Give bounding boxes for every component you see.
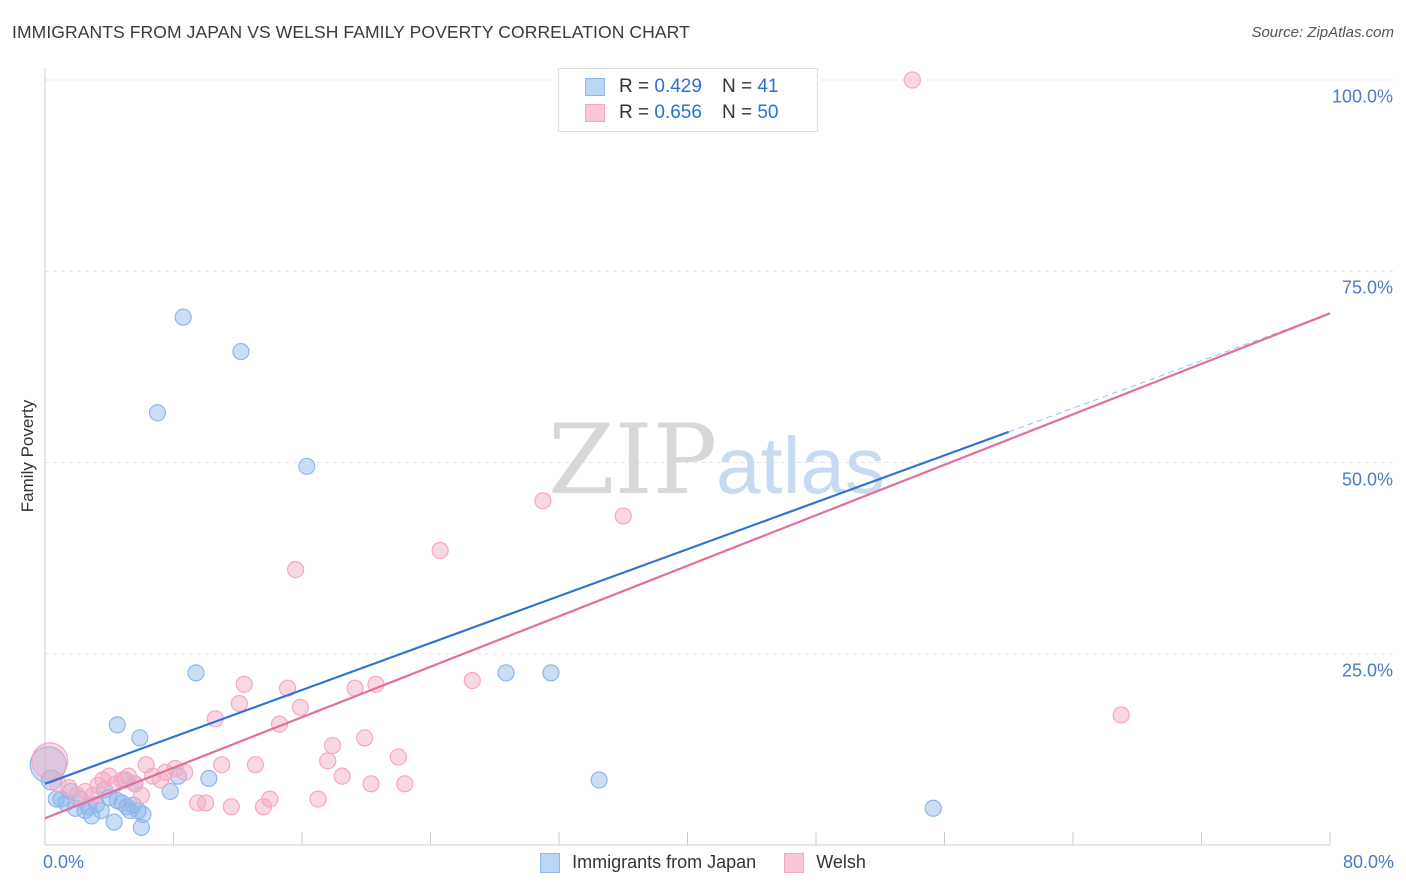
point-welsh bbox=[291, 698, 309, 716]
legend-box: R = 0.429 N = 41 R = 0.656 N = 50 bbox=[558, 68, 818, 132]
point-welsh bbox=[362, 775, 380, 793]
watermark: ZIP atlas bbox=[548, 404, 885, 516]
legend-r-label: R = bbox=[619, 76, 650, 97]
point-welsh bbox=[132, 786, 150, 804]
point-welsh bbox=[197, 794, 215, 812]
point-welsh bbox=[431, 541, 449, 560]
point-japan bbox=[232, 342, 250, 361]
point-welsh bbox=[286, 560, 305, 579]
point-japan bbox=[497, 664, 515, 682]
point-welsh bbox=[176, 763, 194, 781]
y-tick-label: 50.0% bbox=[1341, 469, 1393, 489]
point-welsh bbox=[31, 742, 69, 780]
point-welsh bbox=[222, 798, 240, 816]
data-points bbox=[29, 71, 1130, 837]
legend-n-label: N = bbox=[721, 102, 753, 123]
legend-r-value: 0.429 bbox=[654, 76, 702, 97]
point-japan bbox=[174, 308, 192, 326]
legend-r-value: 0.656 bbox=[654, 102, 702, 123]
legend-n-value: 50 bbox=[757, 102, 779, 123]
point-welsh bbox=[389, 748, 407, 766]
point-japan bbox=[108, 716, 126, 734]
point-japan bbox=[200, 769, 218, 788]
point-japan bbox=[187, 664, 205, 682]
point-japan bbox=[131, 729, 149, 747]
y-tick-label: 75.0% bbox=[1341, 277, 1393, 298]
source-label: Source: ZipAtlas.com bbox=[1251, 24, 1394, 41]
axes bbox=[44, 68, 1331, 846]
point-welsh bbox=[261, 790, 279, 808]
point-welsh bbox=[903, 71, 921, 89]
watermark-zip: ZIP bbox=[548, 404, 717, 516]
point-japan bbox=[590, 771, 608, 789]
legend-label-welsh: Welsh bbox=[816, 852, 866, 872]
legend-item-welsh: Welsh bbox=[784, 852, 866, 873]
point-welsh bbox=[1112, 706, 1130, 724]
point-welsh bbox=[319, 752, 337, 770]
bottom-legend: Immigrants from Japan Welsh bbox=[0, 852, 1406, 873]
point-welsh bbox=[230, 694, 248, 713]
point-japan bbox=[105, 813, 123, 831]
x-tick-label: 80.0% bbox=[1342, 852, 1394, 872]
point-welsh bbox=[89, 776, 107, 794]
trend-line-welsh bbox=[44, 312, 1331, 820]
legend-item-japan: Immigrants from Japan bbox=[540, 852, 756, 873]
point-japan bbox=[92, 801, 110, 820]
x-tick-label: 0.0% bbox=[43, 852, 85, 872]
point-japan bbox=[298, 457, 316, 475]
point-japan bbox=[134, 805, 152, 824]
trend-line-japan-extension bbox=[1008, 312, 1331, 433]
legend-swatch-welsh bbox=[784, 852, 805, 873]
point-welsh bbox=[463, 671, 481, 690]
point-welsh bbox=[213, 756, 231, 774]
point-japan bbox=[542, 664, 560, 682]
trend-line-japan bbox=[44, 430, 1010, 785]
point-japan bbox=[161, 782, 179, 801]
y-tick-label: 25.0% bbox=[1341, 660, 1393, 681]
legend-n-value: 41 bbox=[757, 76, 779, 97]
point-welsh bbox=[309, 790, 327, 808]
point-japan bbox=[148, 404, 167, 422]
legend-label-japan: Immigrants from Japan bbox=[572, 852, 757, 872]
point-welsh bbox=[396, 775, 414, 793]
watermark-atlas: atlas bbox=[716, 421, 885, 510]
point-welsh bbox=[246, 756, 265, 774]
legend-n-label: N = bbox=[721, 76, 753, 97]
legend-swatch-welsh bbox=[585, 104, 605, 122]
point-welsh bbox=[323, 736, 342, 755]
y-tick-label: 100.0% bbox=[1331, 86, 1393, 107]
point-japan bbox=[924, 799, 942, 817]
point-welsh bbox=[235, 675, 253, 693]
point-welsh bbox=[614, 507, 632, 525]
legend-row-welsh: R = 0.656 N = 50 bbox=[585, 101, 778, 125]
point-japan bbox=[132, 818, 150, 837]
legend-r-label: R = bbox=[619, 102, 650, 123]
legend-swatch-japan bbox=[585, 78, 605, 96]
point-welsh bbox=[333, 767, 351, 785]
point-welsh bbox=[534, 492, 552, 510]
point-welsh bbox=[356, 729, 374, 747]
trend-lines bbox=[44, 312, 1331, 820]
legend-swatch-japan bbox=[540, 852, 561, 873]
chart-title: IMMIGRANTS FROM JAPAN VS WELSH FAMILY PO… bbox=[12, 22, 690, 42]
legend-row-japan: R = 0.429 N = 41 bbox=[585, 75, 778, 99]
